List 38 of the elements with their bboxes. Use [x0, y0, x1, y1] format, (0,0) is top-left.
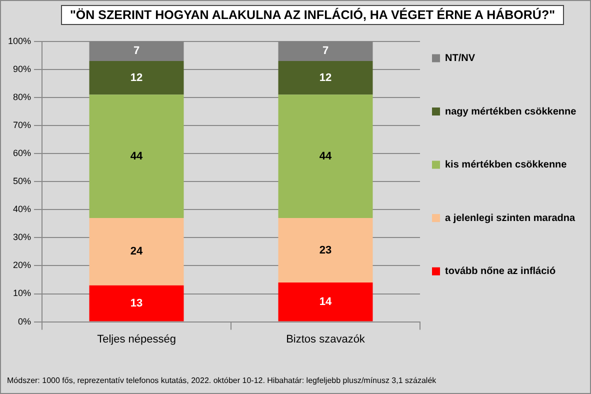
- text: Módszer: 1000 fős, reprezentatív telefonos kutatás, 2022. október 10-12. Hibahatár: legfeljebb plusz/mínusz 3,1 százalék: [7, 376, 436, 385]
- bar: [89, 61, 184, 95]
- chart-title: "ÖN SZERINT HOGYAN ALAKULNA AZ INFLÁCIÓ, HA VÉGET ÉRNE A HÁBORÚ?": [61, 5, 564, 25]
- y-tick-label: 60%: [13, 148, 32, 158]
- data-label: 44: [319, 150, 332, 162]
- y-tick-label: 10%: [13, 288, 32, 298]
- data-label: 24: [130, 246, 144, 258]
- data-label: 14: [319, 296, 332, 308]
- bar: [89, 94, 184, 218]
- bar: [278, 94, 373, 218]
- legend-label: NT/NV: [445, 52, 476, 64]
- data-label: 44: [130, 150, 144, 162]
- data-label: 12: [130, 72, 143, 84]
- data-label: 23: [319, 244, 332, 256]
- y-tick-label: 0%: [18, 316, 32, 326]
- x-tick-label: Teljes népesség: [97, 333, 176, 346]
- bar: [89, 218, 184, 286]
- y-tick-label: 50%: [13, 176, 32, 186]
- data-label: 12: [319, 72, 332, 84]
- y-tick-label: 80%: [13, 92, 32, 102]
- legend-label: nagy mértékben csökkenne: [445, 106, 577, 118]
- bar: [89, 285, 184, 322]
- bar: [278, 61, 373, 95]
- y-tick-label: 100%: [8, 36, 32, 46]
- y-tick-label: 90%: [13, 64, 32, 74]
- data-label: 13: [130, 297, 143, 310]
- legend-label: tovább nőne az infláció: [445, 266, 556, 278]
- y-tick-label: 30%: [13, 232, 32, 242]
- legend-label: kis mértékben csökkenne: [445, 160, 568, 171]
- data-label: 7: [133, 45, 140, 58]
- y-tick-label: 70%: [13, 120, 32, 130]
- y-tick-label: 40%: [13, 204, 32, 214]
- bar: [278, 282, 373, 322]
- data-label: 7: [322, 45, 329, 58]
- y-tick-label: 20%: [13, 260, 32, 270]
- bar: [278, 218, 373, 283]
- legend-label: a jelenlegi szinten maradna: [445, 212, 576, 224]
- x-tick-label: Biztos szavazók: [286, 333, 366, 346]
